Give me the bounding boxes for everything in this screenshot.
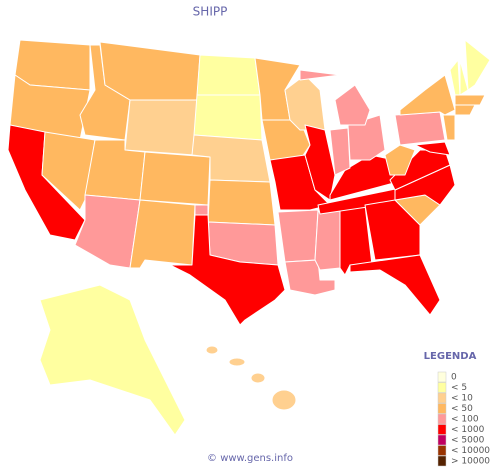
regions <box>7 39 491 436</box>
region <box>459 59 469 96</box>
region <box>193 94 263 141</box>
region <box>228 357 246 367</box>
region <box>124 99 198 156</box>
legend-label: 0 <box>451 373 457 383</box>
map-title: SHIPP <box>193 5 228 19</box>
footer: © www.gens.info <box>207 453 293 464</box>
region <box>442 114 456 141</box>
region <box>389 149 451 191</box>
region <box>169 214 286 326</box>
region <box>349 254 441 316</box>
region <box>384 144 416 176</box>
legend-swatch <box>437 382 447 393</box>
region <box>454 104 476 116</box>
legend-label: < 50 <box>451 404 473 414</box>
region <box>394 111 446 146</box>
legend-title: LEGENDA <box>424 351 477 362</box>
region <box>74 194 141 269</box>
region <box>271 389 297 411</box>
region <box>129 199 196 269</box>
region <box>347 114 386 161</box>
legend-swatch <box>437 434 447 446</box>
legend-swatch <box>437 424 447 435</box>
region <box>207 179 276 226</box>
region <box>334 84 371 126</box>
legend-swatch <box>437 371 447 383</box>
region <box>399 74 456 116</box>
region <box>364 199 421 261</box>
region <box>464 39 491 91</box>
legend-swatch <box>437 445 447 456</box>
region <box>250 372 266 384</box>
region <box>39 284 186 436</box>
region <box>99 41 201 101</box>
legend-label: > 10000 <box>451 457 490 467</box>
region <box>304 124 336 201</box>
legend-swatch <box>437 392 447 404</box>
region <box>314 207 341 271</box>
legend-label: < 5 <box>451 383 467 393</box>
region <box>454 94 486 106</box>
region <box>299 69 341 81</box>
legend-label: < 5000 <box>451 436 485 446</box>
region <box>196 54 261 96</box>
legend-swatch <box>437 413 447 425</box>
region <box>41 131 96 211</box>
region <box>277 209 319 263</box>
region <box>449 59 461 96</box>
legend-label: < 1000 <box>451 425 485 435</box>
legend-swatch <box>437 403 447 414</box>
region <box>329 127 351 176</box>
legend-swatch <box>437 455 447 467</box>
legend: 0< 5< 10< 50< 100< 1000< 5000< 10000> 10… <box>437 371 490 467</box>
legend-label: < 10000 <box>451 446 490 456</box>
legend-label: < 10 <box>451 394 473 404</box>
region <box>139 151 211 206</box>
region <box>205 345 219 355</box>
region <box>414 141 451 156</box>
legend-label: < 100 <box>451 415 479 425</box>
